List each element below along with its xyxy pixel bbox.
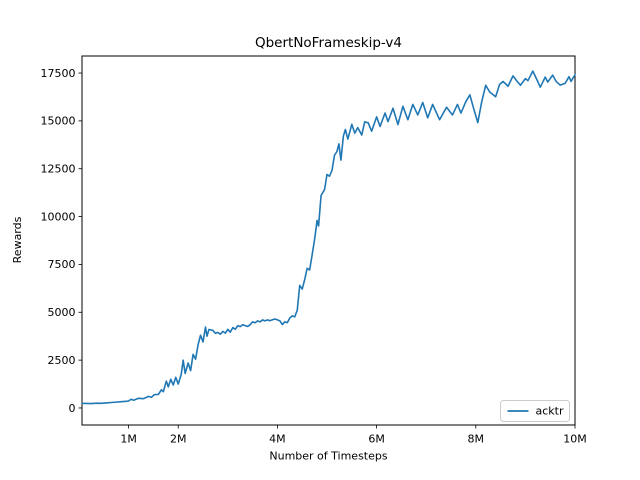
y-tick-label: 10000	[41, 210, 76, 223]
x-tick-label: 2M	[170, 433, 187, 446]
y-tick-label: 17500	[41, 67, 76, 80]
series-acktr	[81, 70, 576, 405]
y-tick-label: 5000	[48, 306, 76, 319]
y-tick-label: 7500	[48, 258, 76, 271]
y-tick-label: 12500	[41, 163, 76, 176]
x-tick-label: 10M	[563, 433, 587, 446]
reward-line-series	[81, 70, 576, 405]
legend-entry-label: acktr	[536, 405, 564, 418]
y-tick-label: 0	[69, 402, 76, 415]
chart-title: QbertNoFrameskip-v4	[255, 35, 402, 51]
x-tick-label: 1M	[120, 433, 137, 446]
x-tick-label: 6M	[368, 433, 385, 446]
y-axis-label: Rewards	[11, 216, 24, 263]
x-tick-label: 8M	[468, 433, 485, 446]
x-axis-label: Number of Timesteps	[269, 450, 387, 463]
legend-frame	[500, 400, 570, 422]
x-axis-ticks: 1M 2M 4M 6M 8M 10M	[120, 425, 587, 446]
x-tick-label: 4M	[269, 433, 286, 446]
y-axis-ticks: 0 2500 5000 7500 10000 12500 15000 17500	[41, 67, 82, 415]
y-tick-label: 2500	[48, 354, 76, 367]
y-tick-label: 15000	[41, 115, 76, 128]
legend-box: acktr	[500, 400, 570, 422]
plot-area-frame	[81, 55, 576, 426]
